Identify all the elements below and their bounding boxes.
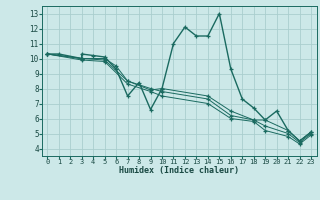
- X-axis label: Humidex (Indice chaleur): Humidex (Indice chaleur): [119, 166, 239, 175]
